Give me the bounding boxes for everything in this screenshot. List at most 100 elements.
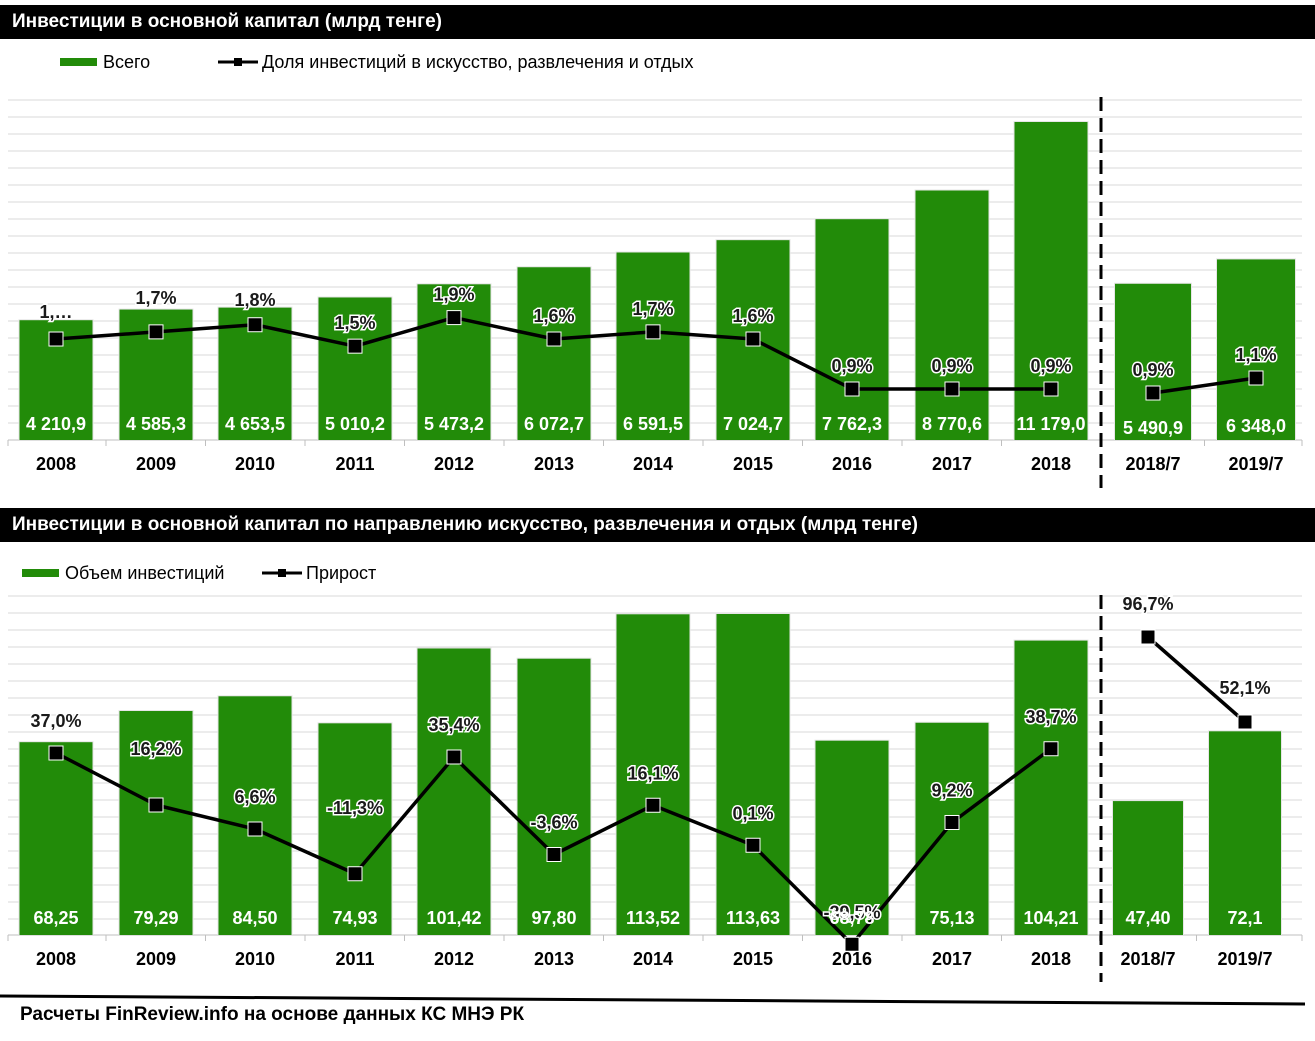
bar-label-2014: 113,52	[626, 908, 680, 928]
legend-bar-swatch	[60, 58, 97, 66]
line-segment-ytd	[1146, 635, 1247, 724]
bar-2018/7	[1115, 283, 1191, 440]
bar-label-2013: 6 072,7	[524, 414, 584, 434]
legend-bar-swatch	[22, 569, 59, 577]
bar-2019/7	[1209, 731, 1281, 935]
line-point-2008	[48, 331, 64, 347]
line-point-2009	[148, 797, 164, 813]
category-label-2019/7: 2019/7	[1228, 454, 1283, 474]
bar-2018	[1014, 640, 1088, 935]
category-label-2010: 2010	[235, 454, 275, 474]
category-label-2016: 2016	[832, 949, 872, 969]
line-point-2013	[546, 847, 562, 862]
bar-label-2017: 8 770,6	[922, 414, 982, 434]
line-point-2017	[944, 381, 960, 397]
bar-label-2019/7: 72,1	[1227, 908, 1262, 928]
bar-label-2009: 79,29	[133, 908, 178, 928]
category-label-2008: 2008	[36, 949, 76, 969]
chart-1: Всего Доля инвестиций в искусство, развле…	[7, 52, 1303, 488]
line-label-2015: 0,1%	[732, 803, 773, 823]
category-label-2010: 2010	[235, 949, 275, 969]
line-point-2018/7	[1140, 629, 1156, 645]
bar-label-2019/7: 6 348,0	[1226, 416, 1286, 436]
category-label-2013: 2013	[534, 949, 574, 969]
line-point-2012	[446, 749, 462, 765]
category-label-2011: 2011	[335, 949, 374, 969]
line-label-2012: 1,9%	[433, 285, 474, 305]
legend-bar-label: Объем инвестиций	[65, 563, 224, 583]
category-label-2019/7: 2019/7	[1217, 949, 1272, 969]
category-label-2018/7: 2018/7	[1125, 454, 1180, 474]
line-point-2011	[347, 866, 363, 882]
line-point-2015	[745, 331, 761, 347]
category-labels: 2008 2009 2010 2011 2012 2013 2014 2015 2016 2017…	[36, 949, 1273, 969]
line-label-2019/7: 52,1%	[1219, 678, 1270, 698]
bar-label-2016: 7 762,3	[822, 414, 882, 434]
bar-2013	[517, 267, 591, 440]
chart-2: Объем инвестиций Прирост 37,0% 16,2% 6,6% -11…	[7, 563, 1303, 982]
bar-label-2012: 5 473,2	[424, 414, 484, 434]
bar-2011	[318, 297, 392, 440]
category-label-2009: 2009	[136, 454, 176, 474]
legend: Всего Доля инвестиций в искусство, развле…	[60, 52, 693, 72]
line-label-2010: 1,8%	[234, 290, 275, 310]
chart2-title: Инвестиции в основной капитал по направл…	[0, 508, 1315, 542]
line-label-2019/7: 1,1%	[1235, 345, 1276, 365]
line-label-2016: 0,9%	[831, 356, 872, 376]
bar-label-2016: 68,78	[829, 908, 874, 928]
bar-2014	[616, 252, 690, 440]
source-note: Расчеты FinReview.info на основе данных …	[20, 1004, 525, 1025]
category-labels: 2008 2009 2010 2011 2012 2013 2014 2015 2016 2017…	[36, 454, 1284, 474]
category-label-2016: 2016	[832, 454, 872, 474]
category-label-2013: 2013	[534, 454, 574, 474]
bar-label-2018/7: 47,40	[1125, 908, 1170, 928]
line-point-2016	[844, 381, 860, 397]
category-label-2017: 2017	[932, 949, 972, 969]
bar-2015	[716, 614, 790, 935]
legend-line-label: Доля инвестиций в искусство, развлечения…	[262, 52, 693, 72]
category-label-2017: 2017	[932, 454, 972, 474]
line-point-2009	[148, 324, 164, 340]
line-label-2013: 1,6%	[533, 306, 574, 326]
line-label-2018/7: 0,9%	[1132, 360, 1173, 380]
line-label-2017: 9,2%	[931, 781, 972, 801]
bar-label-2008: 68,25	[33, 908, 78, 928]
bar-2013	[517, 658, 591, 935]
line-label-2011: -11,3%	[327, 798, 383, 818]
line-label-2018/7: 96,7%	[1122, 594, 1173, 614]
category-label-2018: 2018	[1031, 949, 1071, 969]
line-point-2014	[645, 797, 661, 813]
line-label-2015: 1,6%	[732, 306, 773, 326]
line-label-2009: 1,7%	[135, 288, 176, 308]
line-label-2014: 1,7%	[632, 299, 673, 319]
bar-2014	[616, 614, 690, 935]
line-point-2010	[247, 317, 263, 333]
category-label-2018: 2018	[1031, 454, 1071, 474]
legend: Объем инвестиций Прирост	[22, 563, 376, 583]
line-point-2015	[745, 837, 761, 853]
category-label-2015: 2015	[733, 454, 773, 474]
bar-label-2018: 104,21	[1023, 908, 1078, 928]
line-label-2010: 6,6%	[234, 787, 275, 807]
line-point-2010	[247, 821, 263, 837]
line-point-2013	[546, 331, 562, 347]
line-label-2013: -3,6%	[530, 813, 577, 833]
chart1-title: Инвестиции в основной капитал (млрд тенг…	[0, 5, 1315, 39]
category-label-2012: 2012	[434, 949, 474, 969]
line-point-2012	[446, 310, 462, 326]
bar-2011	[318, 723, 392, 935]
line-label-2018: 38,7%	[1025, 707, 1076, 727]
bars	[18, 121, 1296, 440]
bar-2018/7	[1113, 801, 1183, 935]
bar-label-2011: 74,93	[332, 908, 377, 928]
line-labels: 1,… 1,7% 1,8% 1,5% 1,9% 1,6% 1,7% 1,6% 0,9% 0,9% 0…	[38, 283, 1278, 381]
bar-label-2010: 4 653,5	[225, 414, 285, 434]
bar-label-2017: 75,13	[929, 908, 974, 928]
line-point-2017	[944, 815, 960, 830]
bar-2009	[119, 711, 193, 935]
line-point-2014	[645, 324, 661, 340]
line-point-2018/7	[1145, 385, 1161, 401]
category-label-2009: 2009	[136, 949, 176, 969]
line-labels: 37,0% 16,2% 6,6% -11,3% 35,4% -3,6% 16,1% 0,1% -…	[29, 593, 1272, 924]
